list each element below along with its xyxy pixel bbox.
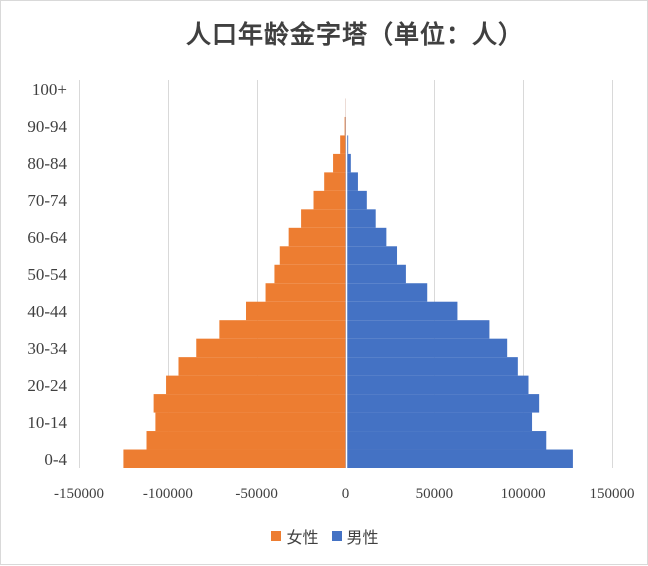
bar-male-5-9 xyxy=(346,431,547,449)
bar-male-55-59 xyxy=(346,246,398,264)
bar-female-85-89 xyxy=(340,135,345,153)
bar-female-5-9 xyxy=(147,431,346,449)
x-tick-label-0: -150000 xyxy=(54,486,104,502)
y-tick-label-70-74: 70-74 xyxy=(27,191,67,210)
bar-female-15-19 xyxy=(154,394,346,412)
bar-male-15-19 xyxy=(346,394,540,412)
bar-male-35-39 xyxy=(346,320,490,338)
bar-female-0-4 xyxy=(123,450,345,468)
y-tick-label-20-24: 20-24 xyxy=(27,376,67,395)
bar-female-70-74 xyxy=(314,191,346,209)
bar-male-20-24 xyxy=(346,376,529,394)
y-tick-label-50-54: 50-54 xyxy=(27,265,67,284)
y-tick-label-40-44: 40-44 xyxy=(27,302,67,321)
bar-female-30-34 xyxy=(196,339,345,357)
bar-female-40-44 xyxy=(246,302,345,320)
x-tick-label-6: 150000 xyxy=(590,486,635,502)
y-tick-label-80-84: 80-84 xyxy=(27,154,67,173)
legend-item-male: 男性 xyxy=(332,524,379,548)
bar-female-55-59 xyxy=(280,246,346,264)
legend-swatch-male xyxy=(332,531,342,541)
y-tick-label-90-94: 90-94 xyxy=(27,117,67,136)
bar-male-60-64 xyxy=(346,228,387,246)
bar-male-30-34 xyxy=(346,339,508,357)
y-tick-label-100+: 100+ xyxy=(32,80,67,99)
bar-male-25-29 xyxy=(346,357,518,375)
bar-female-45-49 xyxy=(266,283,346,301)
bar-male-75-79 xyxy=(346,172,358,190)
y-tick-label-10-14: 10-14 xyxy=(27,413,67,432)
bar-female-60-64 xyxy=(289,228,346,246)
y-tick-label-0-4: 0-4 xyxy=(44,450,67,469)
bar-male-70-74 xyxy=(346,191,367,209)
x-tick-label-5: 100000 xyxy=(501,486,546,502)
x-tick-label-4: 50000 xyxy=(416,486,454,502)
bar-female-20-24 xyxy=(166,376,345,394)
bar-female-35-39 xyxy=(219,320,345,338)
bar-male-65-69 xyxy=(346,209,376,227)
legend-label-female: 女性 xyxy=(286,524,318,548)
x-tick-label-1: -100000 xyxy=(143,486,193,502)
x-tick-label-2: -50000 xyxy=(235,486,278,502)
bar-male-45-49 xyxy=(346,283,428,301)
bar-female-65-69 xyxy=(301,209,345,227)
y-tick-label-60-64: 60-64 xyxy=(27,228,67,247)
chart-legend: 女性 男性 xyxy=(1,524,648,548)
bar-female-10-14 xyxy=(155,413,345,431)
bar-male-40-44 xyxy=(346,302,458,320)
y-tick-label-30-34: 30-34 xyxy=(27,339,67,358)
x-tick-label-3: 0 xyxy=(342,486,350,502)
legend-label-male: 男性 xyxy=(347,524,379,548)
bar-male-50-54 xyxy=(346,265,406,283)
bar-female-25-29 xyxy=(178,357,345,375)
bar-female-80-84 xyxy=(333,154,345,172)
legend-item-female: 女性 xyxy=(271,524,318,548)
bar-female-90-94 xyxy=(345,117,346,135)
legend-swatch-female xyxy=(271,531,281,541)
bar-female-50-54 xyxy=(274,265,345,283)
bar-male-10-14 xyxy=(346,413,533,431)
bar-female-75-79 xyxy=(324,172,345,190)
bar-male-0-4 xyxy=(346,450,573,468)
